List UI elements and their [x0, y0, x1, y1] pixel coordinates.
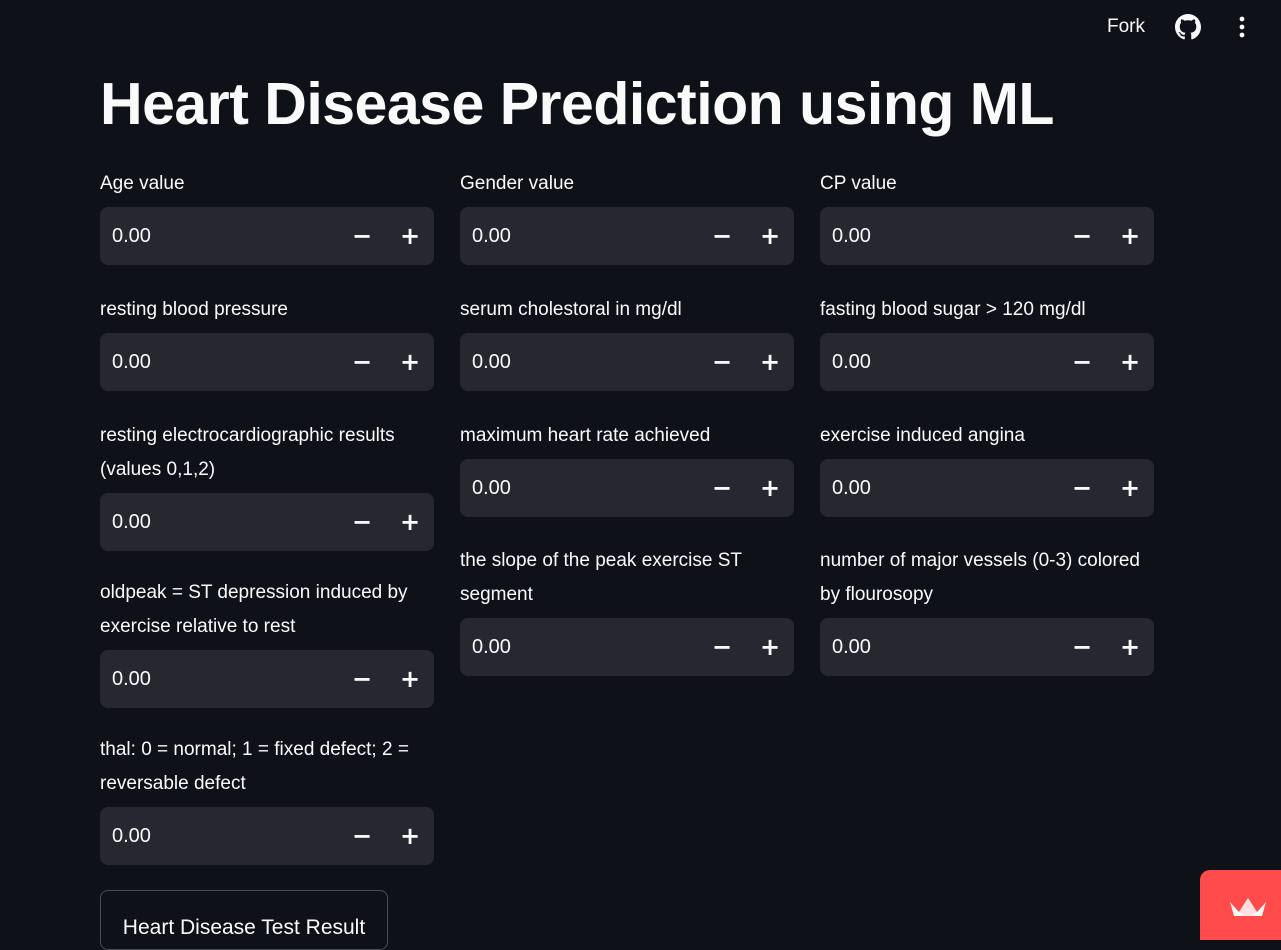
serum-cholestoral-increment-button[interactable]: +: [746, 333, 794, 391]
resting-ecg-label: resting electrocardiographic results (va…: [100, 425, 395, 480]
streamlit-badge[interactable]: [1200, 870, 1281, 940]
streamlit-crown-icon: [1230, 898, 1266, 916]
major-vessels-input[interactable]: [820, 618, 1058, 676]
oldpeak-label: oldpeak = ST depression induced by exerc…: [100, 582, 408, 637]
thal-input[interactable]: [100, 807, 338, 865]
thal-decrement-button[interactable]: −: [338, 807, 386, 865]
exercise-induced-angina-label: exercise induced angina: [820, 425, 1025, 446]
resting-blood-pressure-decrement-button[interactable]: −: [338, 333, 386, 391]
slope-label: the slope of the peak exercise ST segmen…: [460, 550, 742, 605]
oldpeak-input[interactable]: [100, 650, 338, 708]
age-label: Age value: [100, 173, 185, 194]
resting-blood-pressure-input[interactable]: [100, 333, 338, 391]
thal-label: thal: 0 = normal; 1 = fixed defect; 2 = …: [100, 739, 409, 794]
oldpeak-increment-button[interactable]: +: [386, 650, 434, 708]
max-heart-rate-label: maximum heart rate achieved: [460, 425, 711, 446]
resting-ecg-field: resting electrocardiographic results (va…: [100, 419, 436, 551]
oldpeak-decrement-button[interactable]: −: [338, 650, 386, 708]
major-vessels-increment-button[interactable]: +: [1106, 618, 1154, 676]
thal-field: thal: 0 = normal; 1 = fixed defect; 2 = …: [100, 733, 436, 865]
slope-input[interactable]: [460, 618, 698, 676]
gender-label: Gender value: [460, 173, 575, 194]
slope-field: the slope of the peak exercise ST segmen…: [460, 544, 796, 676]
gender-input[interactable]: [460, 207, 698, 265]
gender-decrement-button[interactable]: −: [698, 207, 746, 265]
major-vessels-stepper: −+: [820, 618, 1154, 676]
thal-stepper: −+: [100, 807, 434, 865]
oldpeak-stepper: −+: [100, 650, 434, 708]
cp-increment-button[interactable]: +: [1106, 207, 1154, 265]
fasting-blood-sugar-label: fasting blood sugar > 120 mg/dl: [820, 299, 1086, 320]
serum-cholestoral-stepper: −+: [460, 333, 794, 391]
exercise-induced-angina-field: exercise induced angina −+: [820, 419, 1156, 517]
max-heart-rate-increment-button[interactable]: +: [746, 459, 794, 517]
max-heart-rate-field: maximum heart rate achieved −+: [460, 419, 796, 517]
oldpeak-field: oldpeak = ST depression induced by exerc…: [100, 576, 436, 708]
gender-stepper: −+: [460, 207, 794, 265]
resting-ecg-increment-button[interactable]: +: [386, 493, 434, 551]
age-increment-button[interactable]: +: [386, 207, 434, 265]
top-toolbar: Fork: [0, 0, 1281, 56]
serum-cholestoral-decrement-button[interactable]: −: [698, 333, 746, 391]
max-heart-rate-decrement-button[interactable]: −: [698, 459, 746, 517]
exercise-induced-angina-input[interactable]: [820, 459, 1058, 517]
fasting-blood-sugar-field: fasting blood sugar > 120 mg/dl −+: [820, 293, 1156, 391]
resting-blood-pressure-label: resting blood pressure: [100, 299, 288, 320]
max-heart-rate-stepper: −+: [460, 459, 794, 517]
thal-increment-button[interactable]: +: [386, 807, 434, 865]
cp-stepper: −+: [820, 207, 1154, 265]
cp-label: CP value: [820, 173, 897, 194]
slope-increment-button[interactable]: +: [746, 618, 794, 676]
gender-increment-button[interactable]: +: [746, 207, 794, 265]
resting-blood-pressure-field: resting blood pressure −+: [100, 293, 436, 391]
age-input[interactable]: [100, 207, 338, 265]
major-vessels-decrement-button[interactable]: −: [1058, 618, 1106, 676]
serum-cholestoral-label: serum cholestoral in mg/dl: [460, 299, 682, 320]
resting-ecg-stepper: −+: [100, 493, 434, 551]
age-field: Age value −+: [100, 167, 436, 265]
slope-decrement-button[interactable]: −: [698, 618, 746, 676]
fork-link[interactable]: Fork: [1107, 16, 1145, 37]
exercise-induced-angina-increment-button[interactable]: +: [1106, 459, 1154, 517]
vertical-ellipsis-icon[interactable]: [1230, 14, 1254, 42]
serum-cholestoral-input[interactable]: [460, 333, 698, 391]
age-decrement-button[interactable]: −: [338, 207, 386, 265]
exercise-induced-angina-decrement-button[interactable]: −: [1058, 459, 1106, 517]
exercise-induced-angina-stepper: −+: [820, 459, 1154, 517]
major-vessels-label: number of major vessels (0-3) colored by…: [820, 550, 1140, 605]
slope-stepper: −+: [460, 618, 794, 676]
age-stepper: −+: [100, 207, 434, 265]
major-vessels-field: number of major vessels (0-3) colored by…: [820, 544, 1156, 676]
fasting-blood-sugar-increment-button[interactable]: +: [1106, 333, 1154, 391]
cp-field: CP value −+: [820, 167, 1156, 265]
resting-ecg-input[interactable]: [100, 493, 338, 551]
fasting-blood-sugar-decrement-button[interactable]: −: [1058, 333, 1106, 391]
resting-blood-pressure-increment-button[interactable]: +: [386, 333, 434, 391]
serum-cholestoral-field: serum cholestoral in mg/dl−+: [460, 293, 796, 391]
resting-blood-pressure-stepper: −+: [100, 333, 434, 391]
cp-decrement-button[interactable]: −: [1058, 207, 1106, 265]
fasting-blood-sugar-stepper: −+: [820, 333, 1154, 391]
resting-ecg-decrement-button[interactable]: −: [338, 493, 386, 551]
cp-input[interactable]: [820, 207, 1058, 265]
fasting-blood-sugar-input[interactable]: [820, 333, 1058, 391]
heart-disease-test-result-button[interactable]: Heart Disease Test Result: [100, 890, 388, 950]
max-heart-rate-input[interactable]: [460, 459, 698, 517]
github-icon[interactable]: [1175, 14, 1201, 40]
page-title: Heart Disease Prediction using ML: [100, 71, 1054, 137]
gender-field: Gender value −+: [460, 167, 796, 265]
